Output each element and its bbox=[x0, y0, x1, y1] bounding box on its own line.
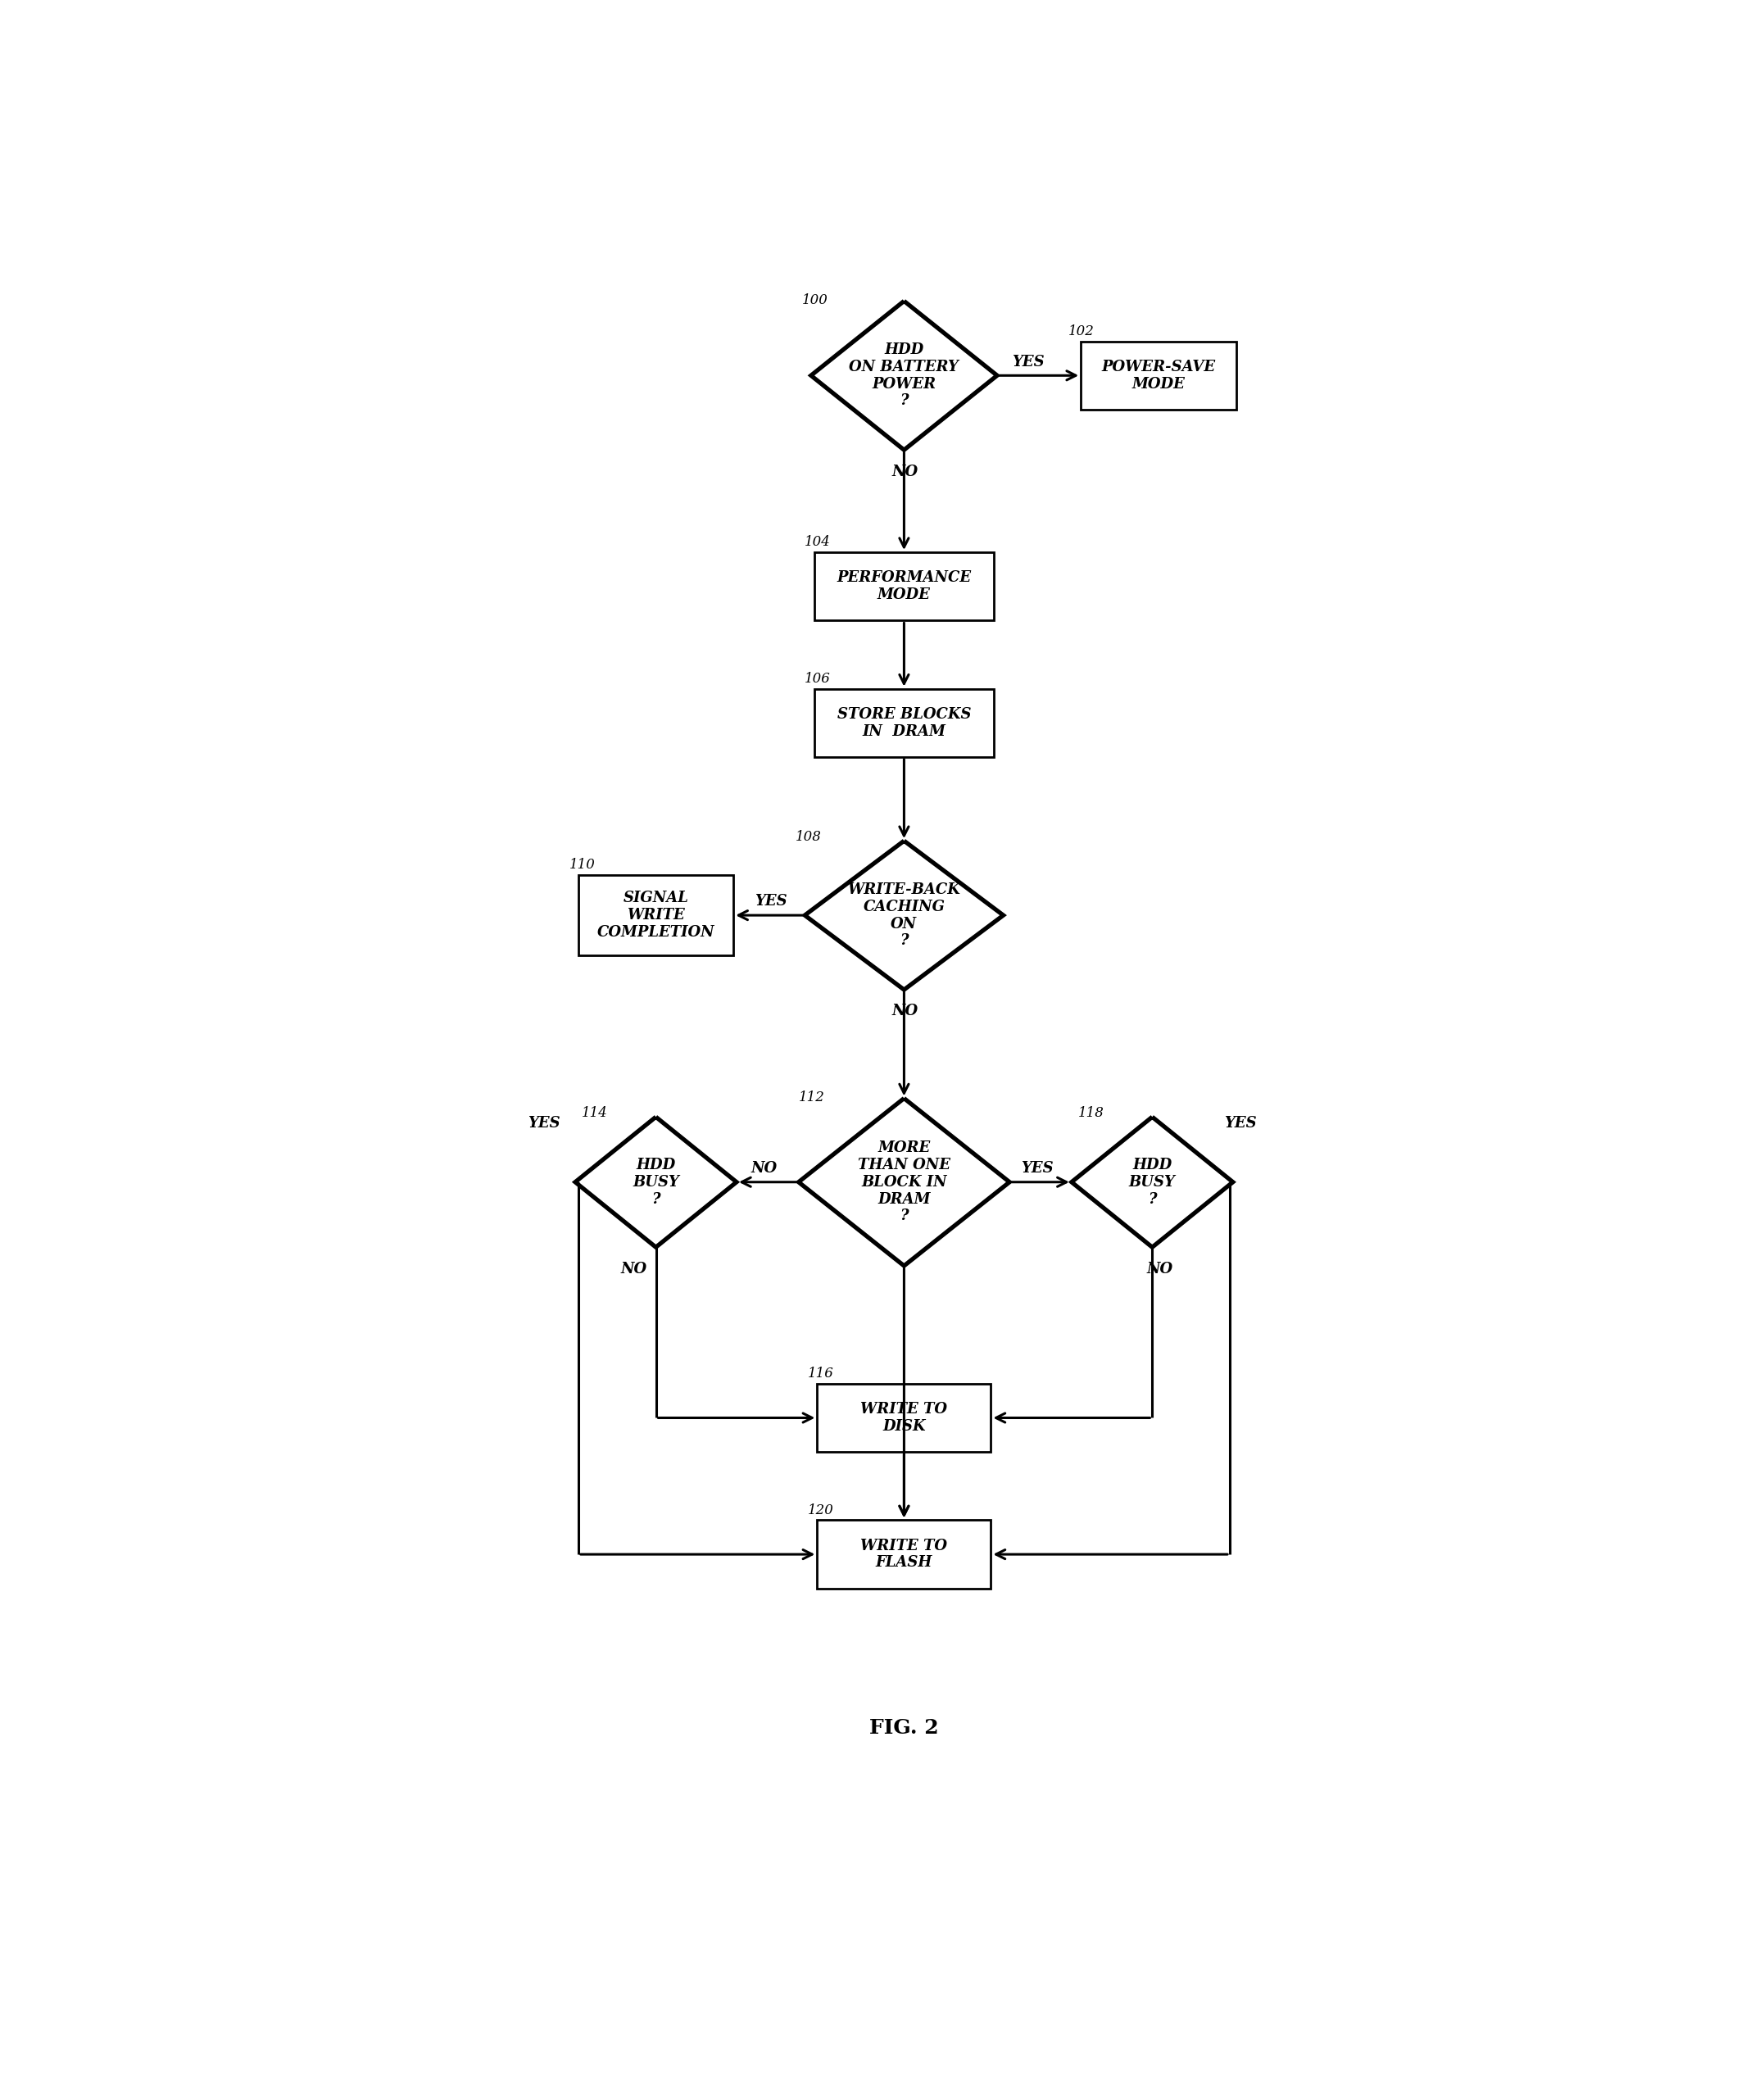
Text: 116: 116 bbox=[808, 1366, 834, 1381]
Text: 120: 120 bbox=[808, 1504, 834, 1517]
Text: WRITE-BACK
CACHING
ON
?: WRITE-BACK CACHING ON ? bbox=[847, 882, 961, 949]
Text: POWER-SAVE
MODE: POWER-SAVE MODE bbox=[1101, 360, 1215, 392]
Text: NO: NO bbox=[751, 1161, 778, 1175]
Text: YES: YES bbox=[1224, 1117, 1256, 1131]
Text: 104: 104 bbox=[804, 536, 831, 549]
Text: NO: NO bbox=[893, 1004, 919, 1018]
Text: STORE BLOCKS
IN  DRAM: STORE BLOCKS IN DRAM bbox=[838, 706, 970, 740]
Bar bbox=[1081, 341, 1237, 411]
Text: HDD
ON BATTERY
POWER
?: HDD ON BATTERY POWER ? bbox=[848, 344, 960, 409]
Text: 114: 114 bbox=[582, 1106, 607, 1121]
Text: WRITE TO
FLASH: WRITE TO FLASH bbox=[861, 1538, 947, 1571]
Text: HDD
BUSY
?: HDD BUSY ? bbox=[1129, 1159, 1175, 1207]
Polygon shape bbox=[799, 1098, 1009, 1265]
Text: YES: YES bbox=[1021, 1161, 1053, 1175]
Bar bbox=[817, 1521, 991, 1588]
Bar bbox=[817, 1383, 991, 1452]
Bar bbox=[813, 553, 995, 620]
Bar bbox=[813, 689, 995, 756]
Text: 112: 112 bbox=[799, 1091, 826, 1104]
Polygon shape bbox=[811, 302, 997, 450]
Text: 102: 102 bbox=[1069, 325, 1095, 337]
Text: 110: 110 bbox=[570, 859, 594, 872]
Text: HDD
BUSY
?: HDD BUSY ? bbox=[633, 1159, 679, 1207]
Text: NO: NO bbox=[893, 465, 919, 480]
Text: 118: 118 bbox=[1078, 1106, 1104, 1121]
Text: PERFORMANCE
MODE: PERFORMANCE MODE bbox=[836, 570, 972, 603]
Text: YES: YES bbox=[1013, 354, 1044, 369]
Bar bbox=[579, 876, 734, 955]
Text: NO: NO bbox=[1147, 1261, 1173, 1276]
Text: 108: 108 bbox=[796, 830, 822, 844]
Polygon shape bbox=[1071, 1117, 1233, 1247]
Text: YES: YES bbox=[527, 1117, 561, 1131]
Text: NO: NO bbox=[621, 1261, 647, 1276]
Text: 100: 100 bbox=[801, 293, 827, 308]
Text: SIGNAL
WRITE
COMPLETION: SIGNAL WRITE COMPLETION bbox=[596, 890, 714, 941]
Text: MORE
THAN ONE
BLOCK IN
DRAM
?: MORE THAN ONE BLOCK IN DRAM ? bbox=[857, 1140, 951, 1223]
Text: YES: YES bbox=[755, 895, 787, 909]
Polygon shape bbox=[804, 840, 1004, 989]
Text: WRITE TO
DISK: WRITE TO DISK bbox=[861, 1402, 947, 1433]
Text: FIG. 2: FIG. 2 bbox=[870, 1718, 938, 1739]
Text: 106: 106 bbox=[804, 672, 831, 685]
Polygon shape bbox=[575, 1117, 737, 1247]
